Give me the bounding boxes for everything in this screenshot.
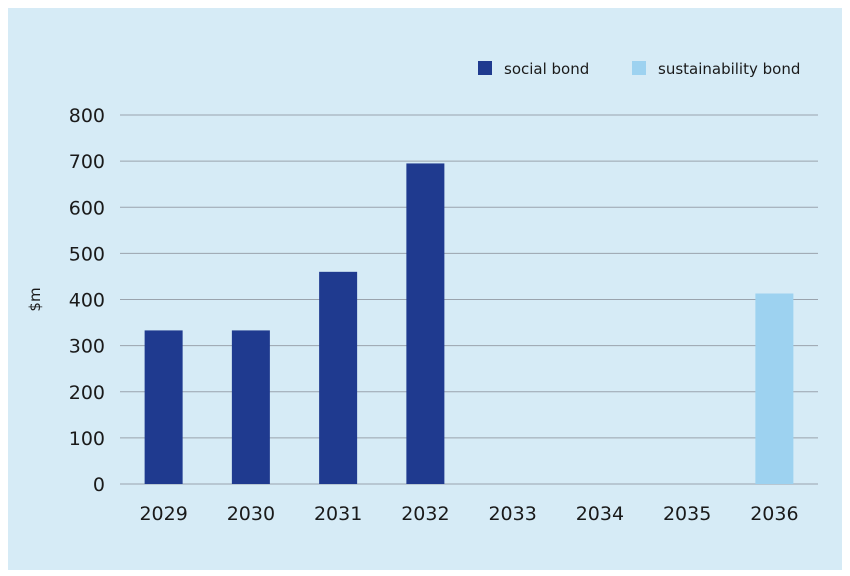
y-tick-label-500: 500	[69, 243, 105, 265]
y-tick-label-100: 100	[69, 428, 105, 450]
x-tick-label-2029: 2029	[139, 503, 187, 525]
x-tick-label-2035: 2035	[663, 503, 711, 525]
legend-label-sustainability-bond: sustainability bond	[658, 60, 800, 78]
bars	[144, 163, 794, 484]
legend-swatch-social-bond	[478, 61, 492, 75]
x-tick-label-2032: 2032	[401, 503, 449, 525]
gridlines	[120, 114, 818, 485]
bar-social-bond-2031	[319, 271, 358, 484]
legend-label-social-bond: social bond	[504, 60, 589, 78]
bar-social-bond-2029	[144, 330, 183, 484]
x-tick-label-2036: 2036	[750, 503, 798, 525]
y-tick-labels: 0 100 200 300 400 500 600 700 800	[69, 105, 105, 496]
bar-sustainability-bond-2036	[755, 293, 794, 484]
y-tick-label-400: 400	[69, 290, 105, 312]
x-tick-label-2034: 2034	[576, 503, 624, 525]
y-tick-label-600: 600	[69, 197, 105, 219]
bar-social-bond-2030	[231, 330, 270, 484]
y-axis-label: $m	[26, 287, 44, 311]
y-tick-label-200: 200	[69, 382, 105, 404]
x-tick-label-2030: 2030	[227, 503, 275, 525]
x-tick-label-2031: 2031	[314, 503, 362, 525]
legend: social bond sustainability bond	[478, 60, 800, 78]
y-tick-label-700: 700	[69, 151, 105, 173]
x-tick-labels: 2029 2030 2031 2032 2033 2034 2035 2036	[139, 503, 798, 525]
legend-swatch-sustainability-bond	[632, 61, 646, 75]
bar-social-bond-2032	[406, 163, 445, 484]
y-tick-label-800: 800	[69, 105, 105, 127]
y-tick-label-0: 0	[93, 474, 105, 496]
y-tick-label-300: 300	[69, 336, 105, 358]
x-tick-label-2033: 2033	[488, 503, 536, 525]
